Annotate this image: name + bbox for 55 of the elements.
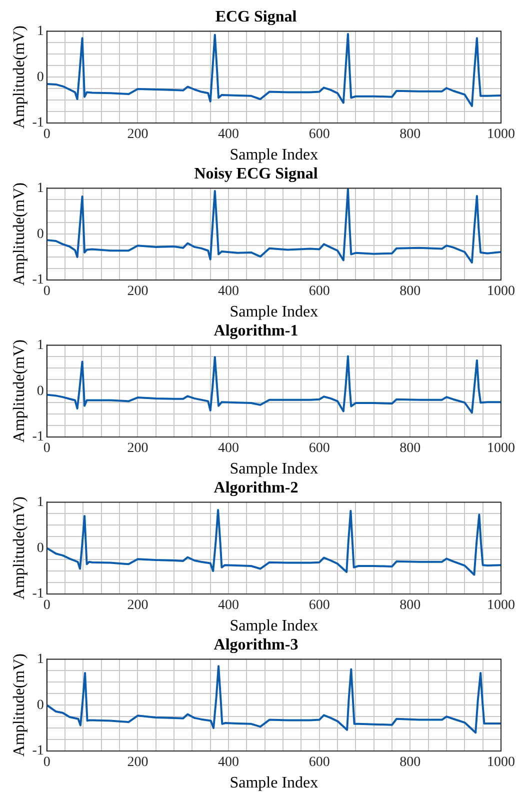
- x-tick-label: 400: [218, 755, 240, 770]
- x-tick-label: 600: [308, 441, 330, 456]
- x-tick-label: 200: [127, 598, 148, 614]
- y-tick-label: -1: [32, 272, 44, 288]
- y-tick-label: 0: [36, 226, 44, 242]
- y-axis-title: Amplitude(mV): [10, 496, 28, 600]
- y-tick-label: 1: [36, 338, 44, 353]
- x-tick-label: 1000: [487, 755, 515, 770]
- x-tick-label: 800: [400, 598, 421, 614]
- x-axis-title: Sample Index: [230, 618, 318, 635]
- x-axis-title: Sample Index: [230, 304, 318, 321]
- y-tick-label: 0: [36, 70, 44, 85]
- chart-title: Algorithm-1: [214, 322, 298, 340]
- y-tick-label: 1: [36, 180, 44, 196]
- x-tick-label: 200: [127, 127, 148, 142]
- x-tick-label: 1000: [487, 284, 515, 300]
- x-tick-label: 800: [400, 441, 421, 456]
- x-axis-title: Sample Index: [230, 460, 318, 478]
- y-tick-label: 1: [36, 494, 44, 510]
- y-tick-label: -1: [32, 586, 44, 602]
- chart-title: Algorithm-2: [214, 480, 298, 497]
- x-tick-label: 200: [127, 284, 148, 300]
- y-tick-label: 0: [36, 384, 44, 399]
- x-tick-label: 1000: [487, 127, 515, 142]
- x-tick-label: 200: [127, 441, 148, 456]
- chart-title: Noisy ECG Signal: [194, 166, 318, 183]
- x-tick-label: 1000: [487, 441, 515, 456]
- y-tick-label: -1: [32, 744, 44, 759]
- x-axis-title: Sample Index: [230, 146, 318, 164]
- x-tick-label: 600: [308, 284, 330, 300]
- x-tick-label: 800: [400, 284, 421, 300]
- x-tick-label: 400: [218, 127, 240, 142]
- x-axis-title: Sample Index: [230, 774, 318, 792]
- y-tick-label: -1: [32, 430, 44, 445]
- x-tick-label: 600: [308, 755, 330, 770]
- y-axis-title: Amplitude(mV): [10, 182, 28, 286]
- x-tick-label: 600: [308, 127, 330, 142]
- y-tick-label: 0: [36, 540, 44, 556]
- chart-title: Algorithm-3: [214, 636, 298, 654]
- x-tick-label: 400: [218, 284, 240, 300]
- y-axis-title: Amplitude(mV): [10, 26, 28, 129]
- y-axis-title: Amplitude(mV): [10, 340, 28, 443]
- x-tick-label: 800: [400, 127, 421, 142]
- y-axis-title: Amplitude(mV): [10, 654, 28, 757]
- x-tick-label: 200: [127, 755, 148, 770]
- x-tick-label: 400: [218, 441, 240, 456]
- y-tick-label: 1: [36, 24, 44, 39]
- x-tick-label: 1000: [487, 598, 515, 614]
- y-tick-label: -1: [32, 116, 44, 131]
- chart-title: ECG Signal: [215, 8, 298, 26]
- x-tick-label: 400: [218, 598, 240, 614]
- x-tick-label: 600: [308, 598, 330, 614]
- x-tick-label: 800: [400, 755, 421, 770]
- y-tick-label: 0: [36, 698, 44, 713]
- y-tick-label: 1: [36, 652, 44, 667]
